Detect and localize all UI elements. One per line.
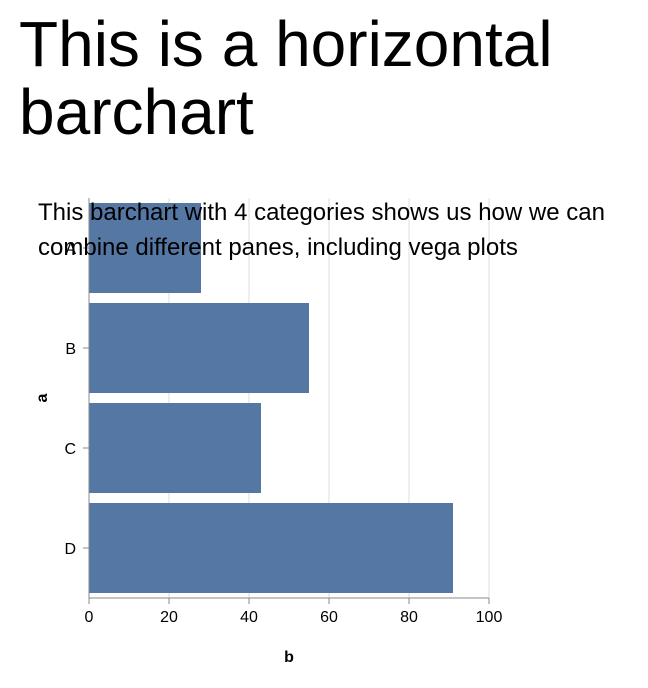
bar-B <box>89 303 309 393</box>
bar-A <box>89 203 201 293</box>
bar-D <box>89 503 453 593</box>
x-tick-label-4: 80 <box>400 609 418 626</box>
x-tick-label-5: 100 <box>476 609 503 626</box>
x-axis-title: b <box>284 649 294 666</box>
y-tick-label-B: B <box>65 341 76 358</box>
chart-axes <box>88 198 489 599</box>
y-tick-label-C: C <box>64 441 76 458</box>
x-tick-label-2: 40 <box>240 609 258 626</box>
x-tick-label-3: 60 <box>320 609 338 626</box>
chart-description: This barchart with 4 categories shows us… <box>38 199 605 261</box>
x-tick-label-0: 0 <box>85 609 94 626</box>
chart-bars <box>89 203 453 593</box>
x-tick-label-1: 20 <box>160 609 178 626</box>
y-tick-label-A: A <box>65 241 76 258</box>
y-axis-title: a <box>34 393 51 402</box>
page-title: This is a horizontal barchart <box>19 8 553 148</box>
y-tick-label-D: D <box>64 541 76 558</box>
chart-ticks: 0 20 40 60 80 100 A B C D <box>64 241 502 626</box>
bar-C <box>89 403 261 493</box>
